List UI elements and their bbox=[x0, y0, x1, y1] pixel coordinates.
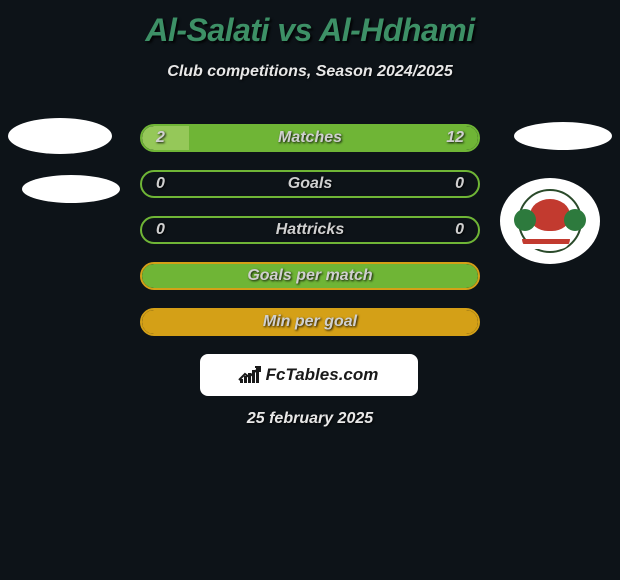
stat-label: Goals bbox=[288, 175, 332, 193]
team-badge-graphic bbox=[514, 189, 586, 253]
badge-wreath-left-icon bbox=[514, 209, 536, 231]
stat-value-right: 0 bbox=[455, 221, 464, 239]
stat-label: Hattricks bbox=[276, 221, 344, 239]
player-left-avatar-1 bbox=[8, 118, 112, 154]
stat-value-left: 0 bbox=[156, 175, 165, 193]
player-left-avatar-2 bbox=[22, 175, 120, 203]
bar-fill-left bbox=[142, 126, 189, 150]
stat-bar-min-per-goal: Min per goal bbox=[140, 308, 480, 336]
badge-wreath-right-icon bbox=[564, 209, 586, 231]
stats-bars: 2 Matches 12 0 Goals 0 0 Hattricks 0 Goa… bbox=[140, 124, 480, 354]
team-badge-right bbox=[500, 178, 600, 264]
stat-bar-hattricks: 0 Hattricks 0 bbox=[140, 216, 480, 244]
stat-value-left: 0 bbox=[156, 221, 165, 239]
stat-value-left: 2 bbox=[156, 129, 165, 147]
stat-label: Min per goal bbox=[263, 313, 357, 331]
comparison-title: Al-Salati vs Al-Hdhami bbox=[0, 0, 620, 49]
player-right-avatar bbox=[514, 122, 612, 150]
stat-bar-goals-per-match: Goals per match bbox=[140, 262, 480, 290]
comparison-date: 25 february 2025 bbox=[0, 410, 620, 428]
comparison-subtitle: Club competitions, Season 2024/2025 bbox=[0, 63, 620, 81]
stat-value-right: 12 bbox=[446, 129, 464, 147]
badge-stripe-icon bbox=[522, 239, 570, 249]
stat-bar-matches: 2 Matches 12 bbox=[140, 124, 480, 152]
stat-value-right: 0 bbox=[455, 175, 464, 193]
stat-label: Goals per match bbox=[247, 267, 372, 285]
brand-chart-icon bbox=[240, 366, 262, 384]
brand-box: FcTables.com bbox=[200, 354, 418, 396]
stat-label: Matches bbox=[278, 129, 342, 147]
stat-bar-goals: 0 Goals 0 bbox=[140, 170, 480, 198]
brand-text: FcTables.com bbox=[266, 365, 379, 385]
